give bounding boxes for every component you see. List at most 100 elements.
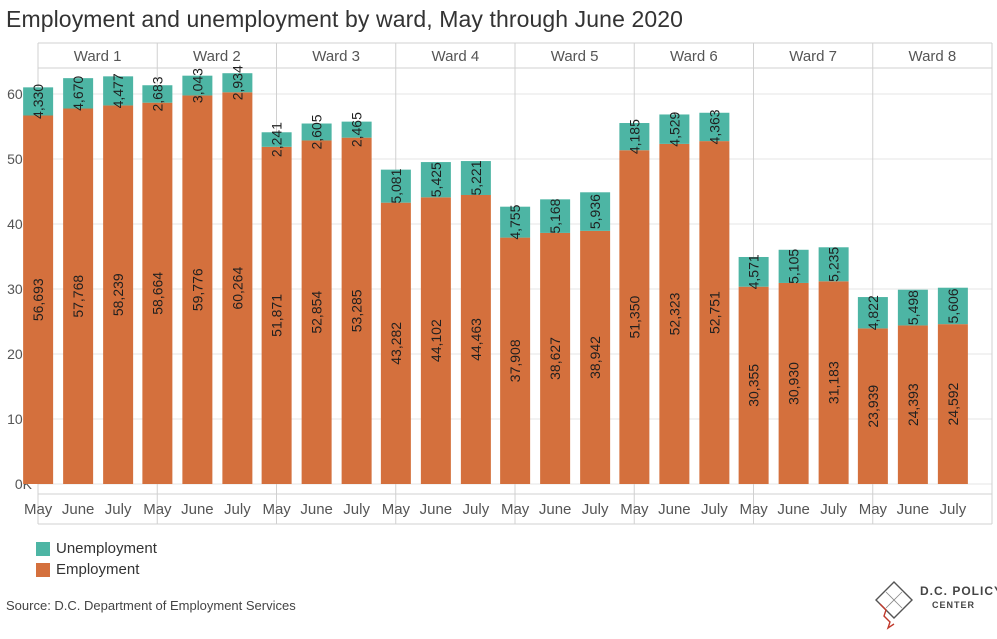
bar-unemployment [580, 192, 611, 231]
legend-item-unemployment: Unemployment [36, 540, 157, 557]
bar-employment [500, 237, 531, 484]
data-label-unemployment: 4,185 [626, 119, 642, 154]
bar-employment [659, 143, 690, 484]
bar-unemployment [341, 121, 372, 138]
data-label-unemployment: 4,822 [865, 295, 881, 330]
bar-unemployment [857, 297, 888, 329]
bar-unemployment [420, 162, 451, 198]
facet-label: Ward 4 [431, 48, 479, 65]
bar-employment [738, 286, 769, 484]
x-tick-label: May [859, 501, 888, 518]
bar-unemployment [222, 73, 253, 93]
data-label-employment: 52,751 [706, 291, 722, 334]
data-label-unemployment: 2,465 [349, 112, 365, 147]
x-tick-label: May [143, 501, 172, 518]
data-label-employment: 52,323 [666, 292, 682, 335]
data-label-unemployment: 2,605 [309, 114, 325, 149]
x-tick-label: June [658, 501, 691, 518]
bar-employment [540, 232, 571, 484]
legend-swatch-employment [36, 562, 50, 577]
legend-label-employment: Employment [56, 561, 140, 578]
facet-label: Ward 2 [193, 48, 241, 65]
dc-map-logo-icon [875, 581, 913, 630]
x-tick-label: June [181, 501, 214, 518]
data-label-employment: 24,393 [905, 383, 921, 426]
data-label-unemployment: 5,221 [468, 160, 484, 195]
facet-label: Ward 1 [74, 48, 122, 65]
legend-item-employment: Employment [36, 561, 139, 578]
bar-unemployment [619, 123, 650, 151]
x-tick-label: July [940, 501, 967, 518]
data-label-employment: 60,264 [229, 267, 245, 310]
data-label-unemployment: 4,529 [666, 111, 682, 146]
data-label-employment: 51,871 [269, 294, 285, 337]
x-tick-label: July [463, 501, 490, 518]
x-tick-label: May [382, 501, 411, 518]
bar-unemployment [103, 76, 134, 106]
data-label-unemployment: 2,241 [269, 122, 285, 157]
bar-employment [580, 230, 611, 484]
logo-text-line2: CENTER [932, 600, 976, 610]
bar-employment [222, 92, 253, 484]
dc-policy-center-logo: D.C. POLICY CENTER [872, 576, 997, 636]
bar-employment [937, 324, 968, 484]
source-note: Source: D.C. Department of Employment Se… [6, 598, 296, 613]
data-label-employment: 51,350 [626, 295, 642, 338]
facet-label: Ward 7 [789, 48, 837, 65]
data-label-employment: 23,939 [865, 385, 881, 428]
data-label-employment: 52,854 [309, 291, 325, 334]
data-label-employment: 43,282 [388, 322, 404, 365]
data-label-unemployment: 4,330 [30, 84, 46, 119]
bar-employment [619, 150, 650, 484]
data-label-unemployment: 5,606 [945, 288, 961, 323]
x-tick-label: July [343, 501, 370, 518]
data-label-employment: 31,183 [826, 361, 842, 404]
data-label-employment: 38,627 [547, 337, 563, 380]
data-label-unemployment: 4,670 [70, 76, 86, 111]
x-tick-label: June [777, 501, 810, 518]
facet-label: Ward 3 [312, 48, 360, 65]
bar-employment [778, 282, 809, 484]
bar-employment [897, 325, 928, 484]
bar-employment [63, 108, 94, 485]
bar-employment [818, 281, 849, 484]
bar-unemployment [142, 85, 173, 103]
x-tick-label: May [262, 501, 291, 518]
bar-unemployment [301, 123, 332, 141]
data-label-employment: 24,592 [945, 382, 961, 425]
x-tick-label: May [620, 501, 649, 518]
x-tick-label: July [582, 501, 609, 518]
bar-unemployment [261, 132, 292, 147]
bar-unemployment [778, 249, 809, 283]
bar-employment [420, 197, 451, 484]
bar-employment [341, 137, 372, 484]
bar-employment [857, 328, 888, 484]
bar-employment [182, 95, 213, 485]
x-tick-label: July [701, 501, 728, 518]
bar-employment [261, 146, 292, 484]
bar-unemployment [699, 112, 730, 142]
bar-unemployment [937, 287, 968, 325]
x-tick-label: June [539, 501, 572, 518]
bar-employment [380, 202, 411, 485]
x-tick-label: July [224, 501, 251, 518]
bar-employment [103, 105, 134, 484]
bar-unemployment [897, 289, 928, 326]
bar-unemployment [540, 199, 571, 233]
data-label-unemployment: 5,105 [786, 249, 802, 284]
data-label-employment: 58,664 [149, 272, 165, 315]
bar-unemployment [380, 169, 411, 203]
data-label-employment: 58,239 [110, 273, 126, 316]
bar-employment [699, 141, 730, 484]
data-label-employment: 37,908 [507, 339, 523, 382]
x-tick-label: June [300, 501, 333, 518]
bar-unemployment [738, 256, 769, 287]
legend-swatch-unemployment [36, 541, 50, 556]
data-label-employment: 38,942 [587, 336, 603, 379]
data-label-employment: 30,930 [786, 362, 802, 405]
bar-unemployment [659, 114, 690, 144]
x-tick-label: July [105, 501, 132, 518]
data-label-unemployment: 5,235 [826, 247, 842, 282]
data-label-employment: 44,463 [468, 318, 484, 361]
x-tick-label: July [820, 501, 847, 518]
